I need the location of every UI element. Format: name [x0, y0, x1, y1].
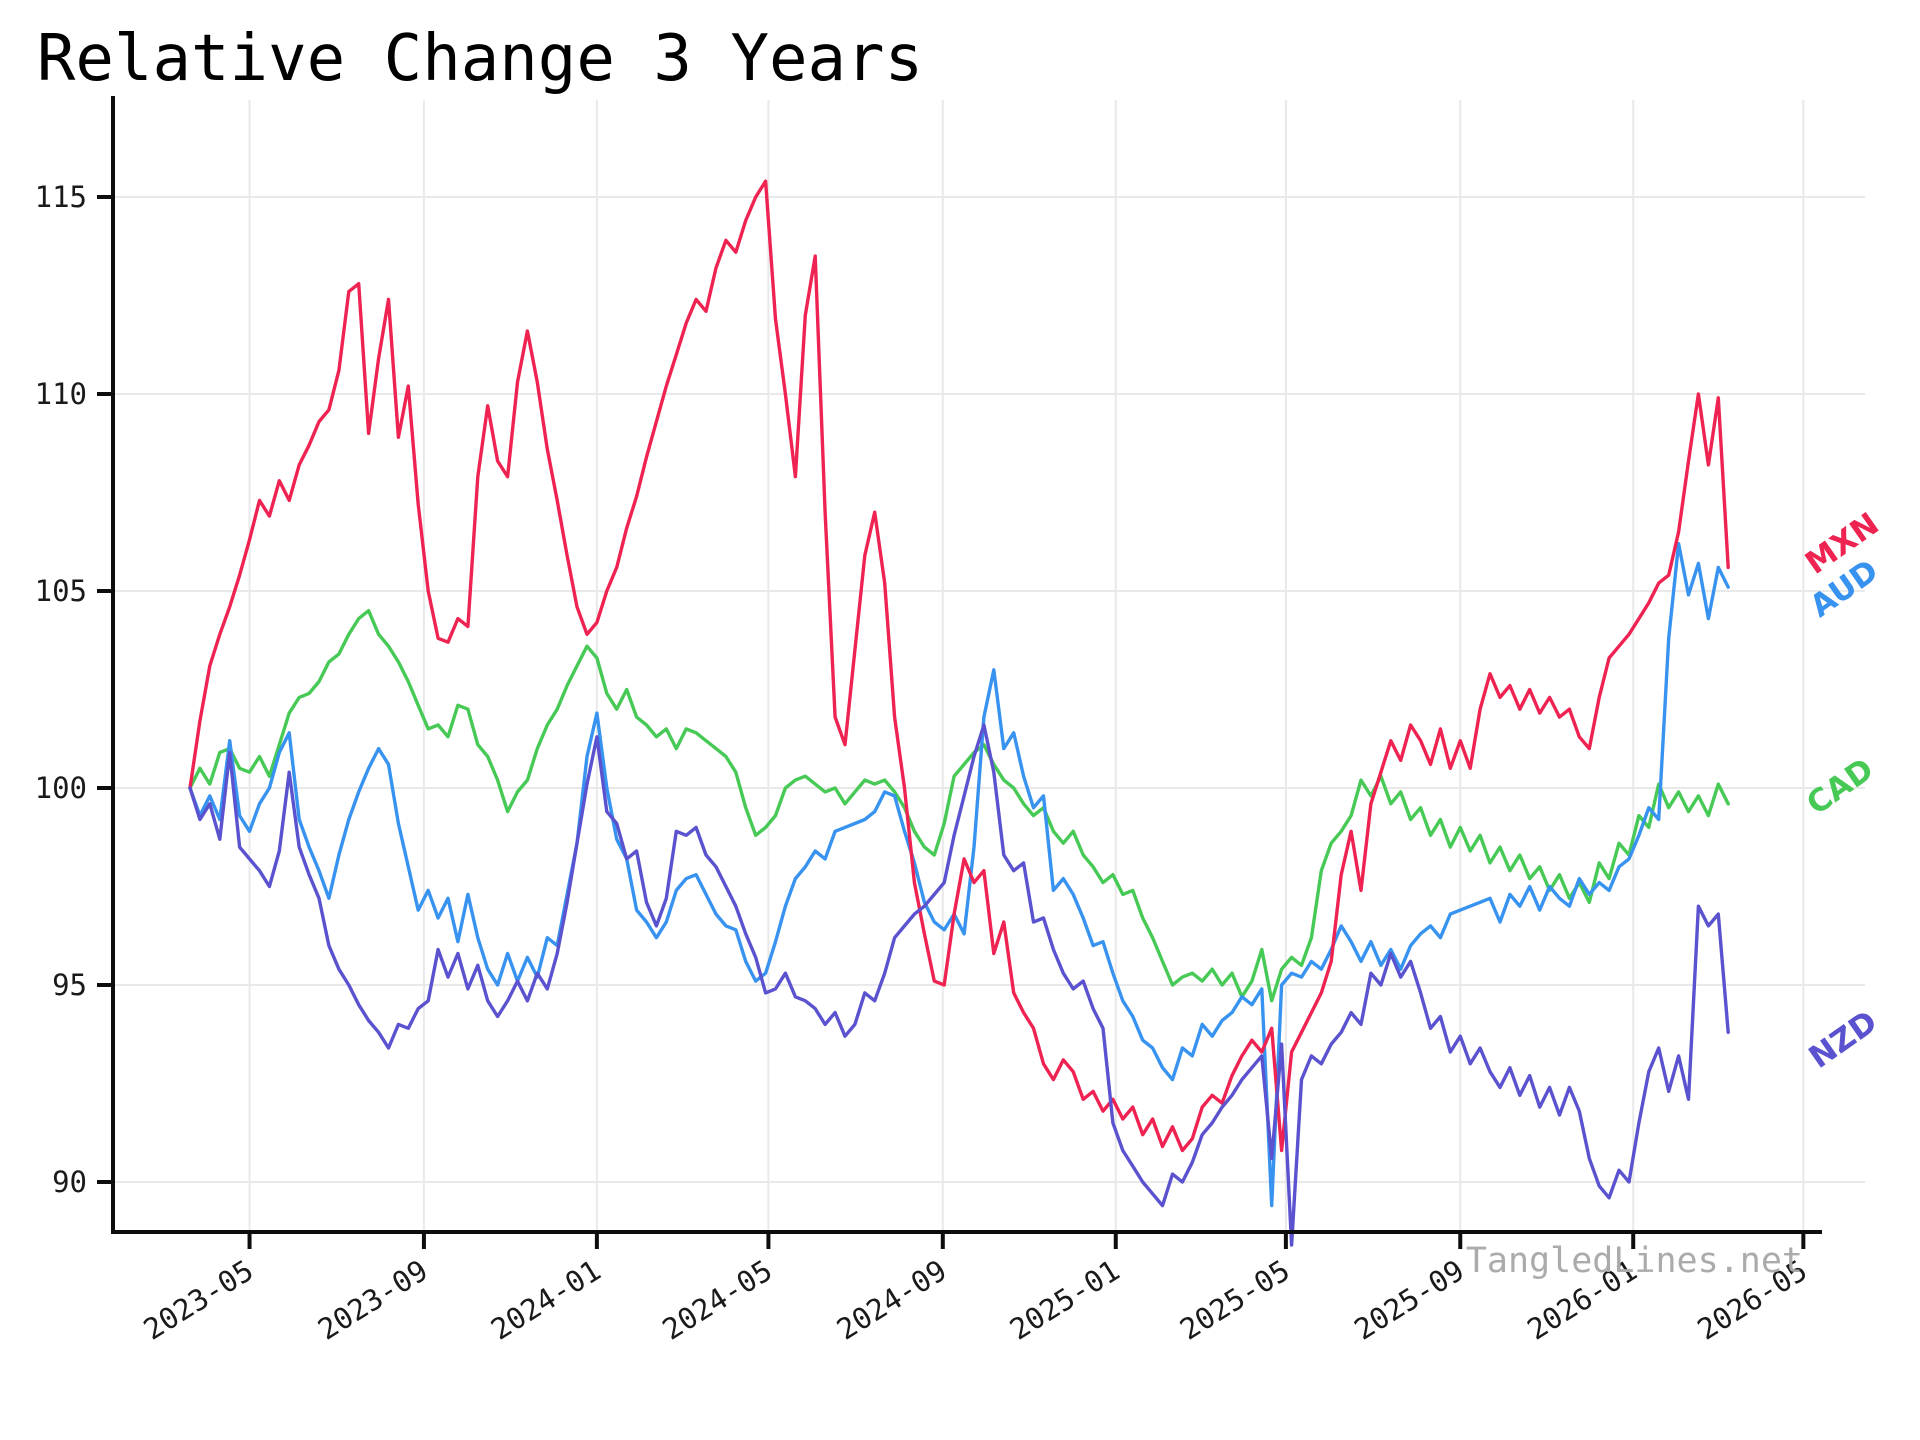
- y-tick-label: 115: [35, 180, 87, 214]
- y-tick-label: 110: [35, 377, 87, 411]
- chart-title-text: Relative Change 3 Years: [36, 22, 924, 96]
- x-tick-label: 2025-09: [1348, 1253, 1470, 1347]
- x-tick-label: 2025-05: [1174, 1253, 1296, 1347]
- x-tick-label: 2023-05: [138, 1253, 260, 1347]
- y-tick-label: 105: [35, 574, 87, 608]
- x-tick-label: 2024-09: [831, 1253, 953, 1347]
- x-tick-label: 2024-05: [656, 1253, 778, 1347]
- series-line-MXN: [188, 179, 1730, 1153]
- series-line-NZD: [188, 723, 1730, 1247]
- y-tick-label: 95: [52, 968, 87, 1002]
- legend-label-CAD: CAD: [1800, 751, 1880, 822]
- chart-title: Relative Change 3 Years: [0, 22, 1920, 96]
- x-tick-label: 2024-01: [485, 1253, 607, 1347]
- watermark-text: TangledLines.net: [1466, 1241, 1803, 1281]
- y-tick-label: 100: [35, 771, 87, 805]
- y-tick-label: 90: [52, 1165, 87, 1199]
- series-line-AUD: [188, 542, 1730, 1208]
- axes: [97, 96, 1822, 1249]
- series-line-CAD: [188, 609, 1730, 1003]
- legend-label-NZD: NZD: [1803, 1004, 1884, 1076]
- x-tick-label: 2025-01: [1004, 1253, 1126, 1347]
- x-tick-label: 2023-09: [312, 1253, 434, 1347]
- gridlines: [113, 100, 1865, 1232]
